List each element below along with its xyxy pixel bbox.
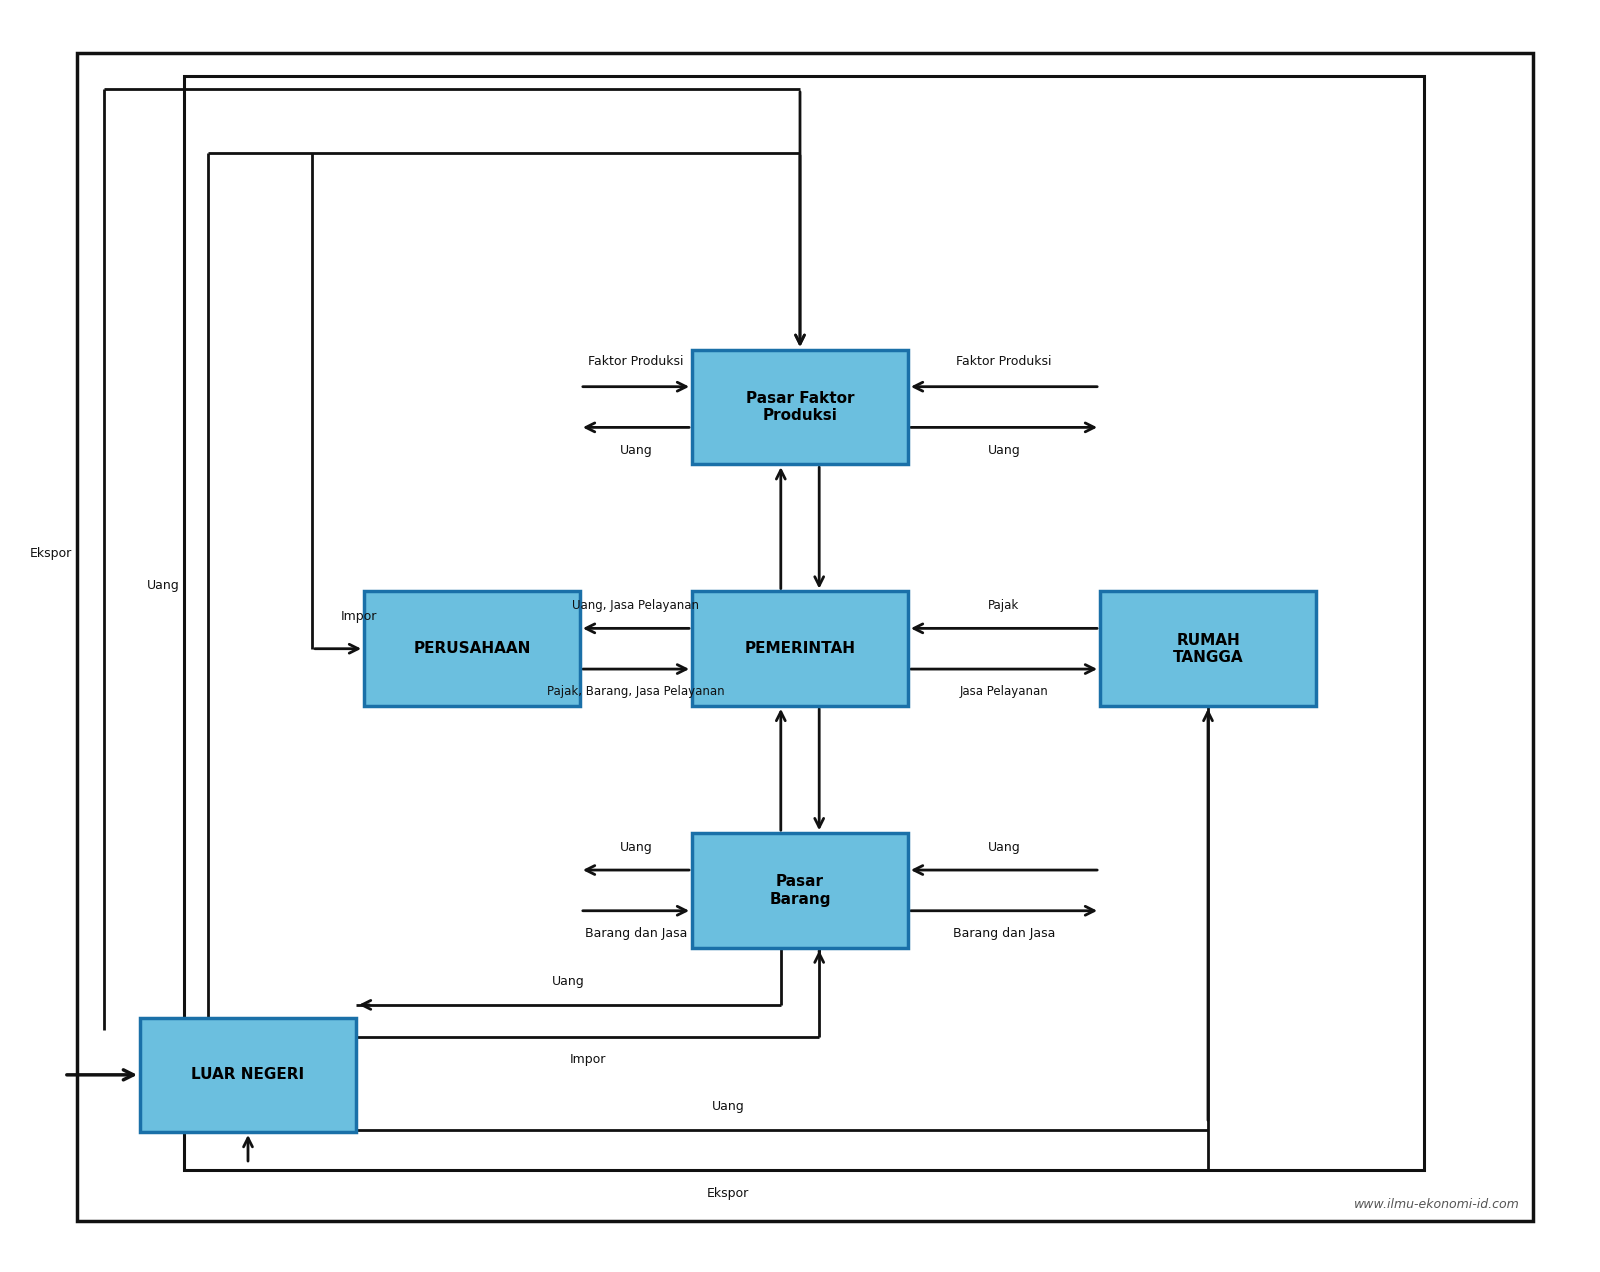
- Text: www.ilmu-ekonomi-id.com: www.ilmu-ekonomi-id.com: [1354, 1198, 1520, 1211]
- Text: PEMERINTAH: PEMERINTAH: [744, 641, 856, 656]
- Bar: [184, 76, 1424, 1170]
- Text: RUMAH
TANGGA: RUMAH TANGGA: [1173, 632, 1243, 665]
- Text: Uang: Uang: [712, 1100, 744, 1113]
- Text: Pajak: Pajak: [989, 599, 1019, 612]
- Text: Ekspor: Ekspor: [30, 547, 72, 560]
- Text: Uang: Uang: [552, 976, 584, 988]
- Text: Jasa Pelayanan: Jasa Pelayanan: [960, 686, 1048, 698]
- FancyBboxPatch shape: [691, 350, 909, 464]
- Text: Impor: Impor: [570, 1053, 606, 1066]
- Text: LUAR NEGERI: LUAR NEGERI: [192, 1067, 304, 1082]
- Text: Ekspor: Ekspor: [707, 1187, 749, 1199]
- Text: Pajak, Barang, Jasa Pelayanan: Pajak, Barang, Jasa Pelayanan: [547, 686, 725, 698]
- Text: Uang: Uang: [987, 841, 1021, 854]
- FancyBboxPatch shape: [691, 591, 909, 706]
- FancyBboxPatch shape: [363, 591, 579, 706]
- Text: Uang: Uang: [987, 444, 1021, 457]
- Text: Pasar
Barang: Pasar Barang: [770, 874, 830, 907]
- Text: Uang: Uang: [619, 444, 653, 457]
- Text: PERUSAHAAN: PERUSAHAAN: [413, 641, 531, 656]
- Text: Impor: Impor: [341, 611, 378, 623]
- Text: Faktor Produksi: Faktor Produksi: [589, 355, 683, 368]
- FancyBboxPatch shape: [691, 833, 909, 948]
- Text: Faktor Produksi: Faktor Produksi: [957, 355, 1051, 368]
- FancyBboxPatch shape: [1101, 591, 1315, 706]
- FancyBboxPatch shape: [141, 1018, 355, 1132]
- Text: Uang: Uang: [619, 841, 653, 854]
- Text: Pasar Faktor
Produksi: Pasar Faktor Produksi: [746, 391, 854, 424]
- Text: Barang dan Jasa: Barang dan Jasa: [954, 927, 1054, 940]
- Text: Uang, Jasa Pelayanan: Uang, Jasa Pelayanan: [573, 599, 699, 612]
- Text: Uang: Uang: [147, 579, 179, 591]
- Text: Barang dan Jasa: Barang dan Jasa: [586, 927, 686, 940]
